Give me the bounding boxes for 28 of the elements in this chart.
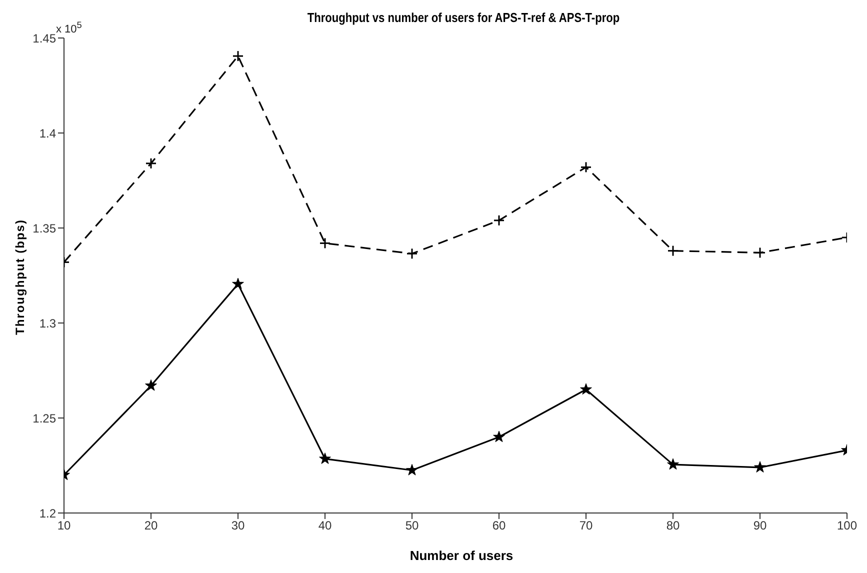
y-tick-label: 1.45 xyxy=(32,31,56,46)
point xyxy=(754,461,766,472)
x-tick-label: 20 xyxy=(144,518,158,533)
x-tick-label: 90 xyxy=(753,518,767,533)
point xyxy=(493,430,505,442)
y-axis-title: Throughput (bps) xyxy=(13,218,27,334)
point xyxy=(580,383,592,395)
y-tick-label: 1.4 xyxy=(39,126,56,140)
x-axis-title: Number of users xyxy=(408,548,514,563)
y-tick-label: 1.2 xyxy=(39,506,56,520)
y-tick-label: 1.35 xyxy=(32,221,56,236)
point xyxy=(232,278,244,290)
y-tick-label: 1.25 xyxy=(32,411,56,426)
x-tick-label: 40 xyxy=(318,518,332,533)
x-tick-label: 70 xyxy=(579,518,593,533)
y-tick-label: 1.3 xyxy=(39,316,56,330)
point xyxy=(667,458,679,470)
x-tick-label: 30 xyxy=(231,518,245,533)
point xyxy=(319,452,331,464)
point xyxy=(406,464,418,476)
x-tick-label: 100 xyxy=(836,518,858,533)
point xyxy=(145,379,157,391)
x-tick-label: 50 xyxy=(405,518,419,533)
text: x 10$^{5}$ xyxy=(56,20,82,36)
x-tick-label: 10 xyxy=(57,518,71,533)
x-tick-label: 60 xyxy=(492,518,506,533)
chart-title: Throughput vs number of users for APS-T-ref & APS-T-prop xyxy=(306,10,621,25)
x-tick-label: 80 xyxy=(666,518,680,533)
